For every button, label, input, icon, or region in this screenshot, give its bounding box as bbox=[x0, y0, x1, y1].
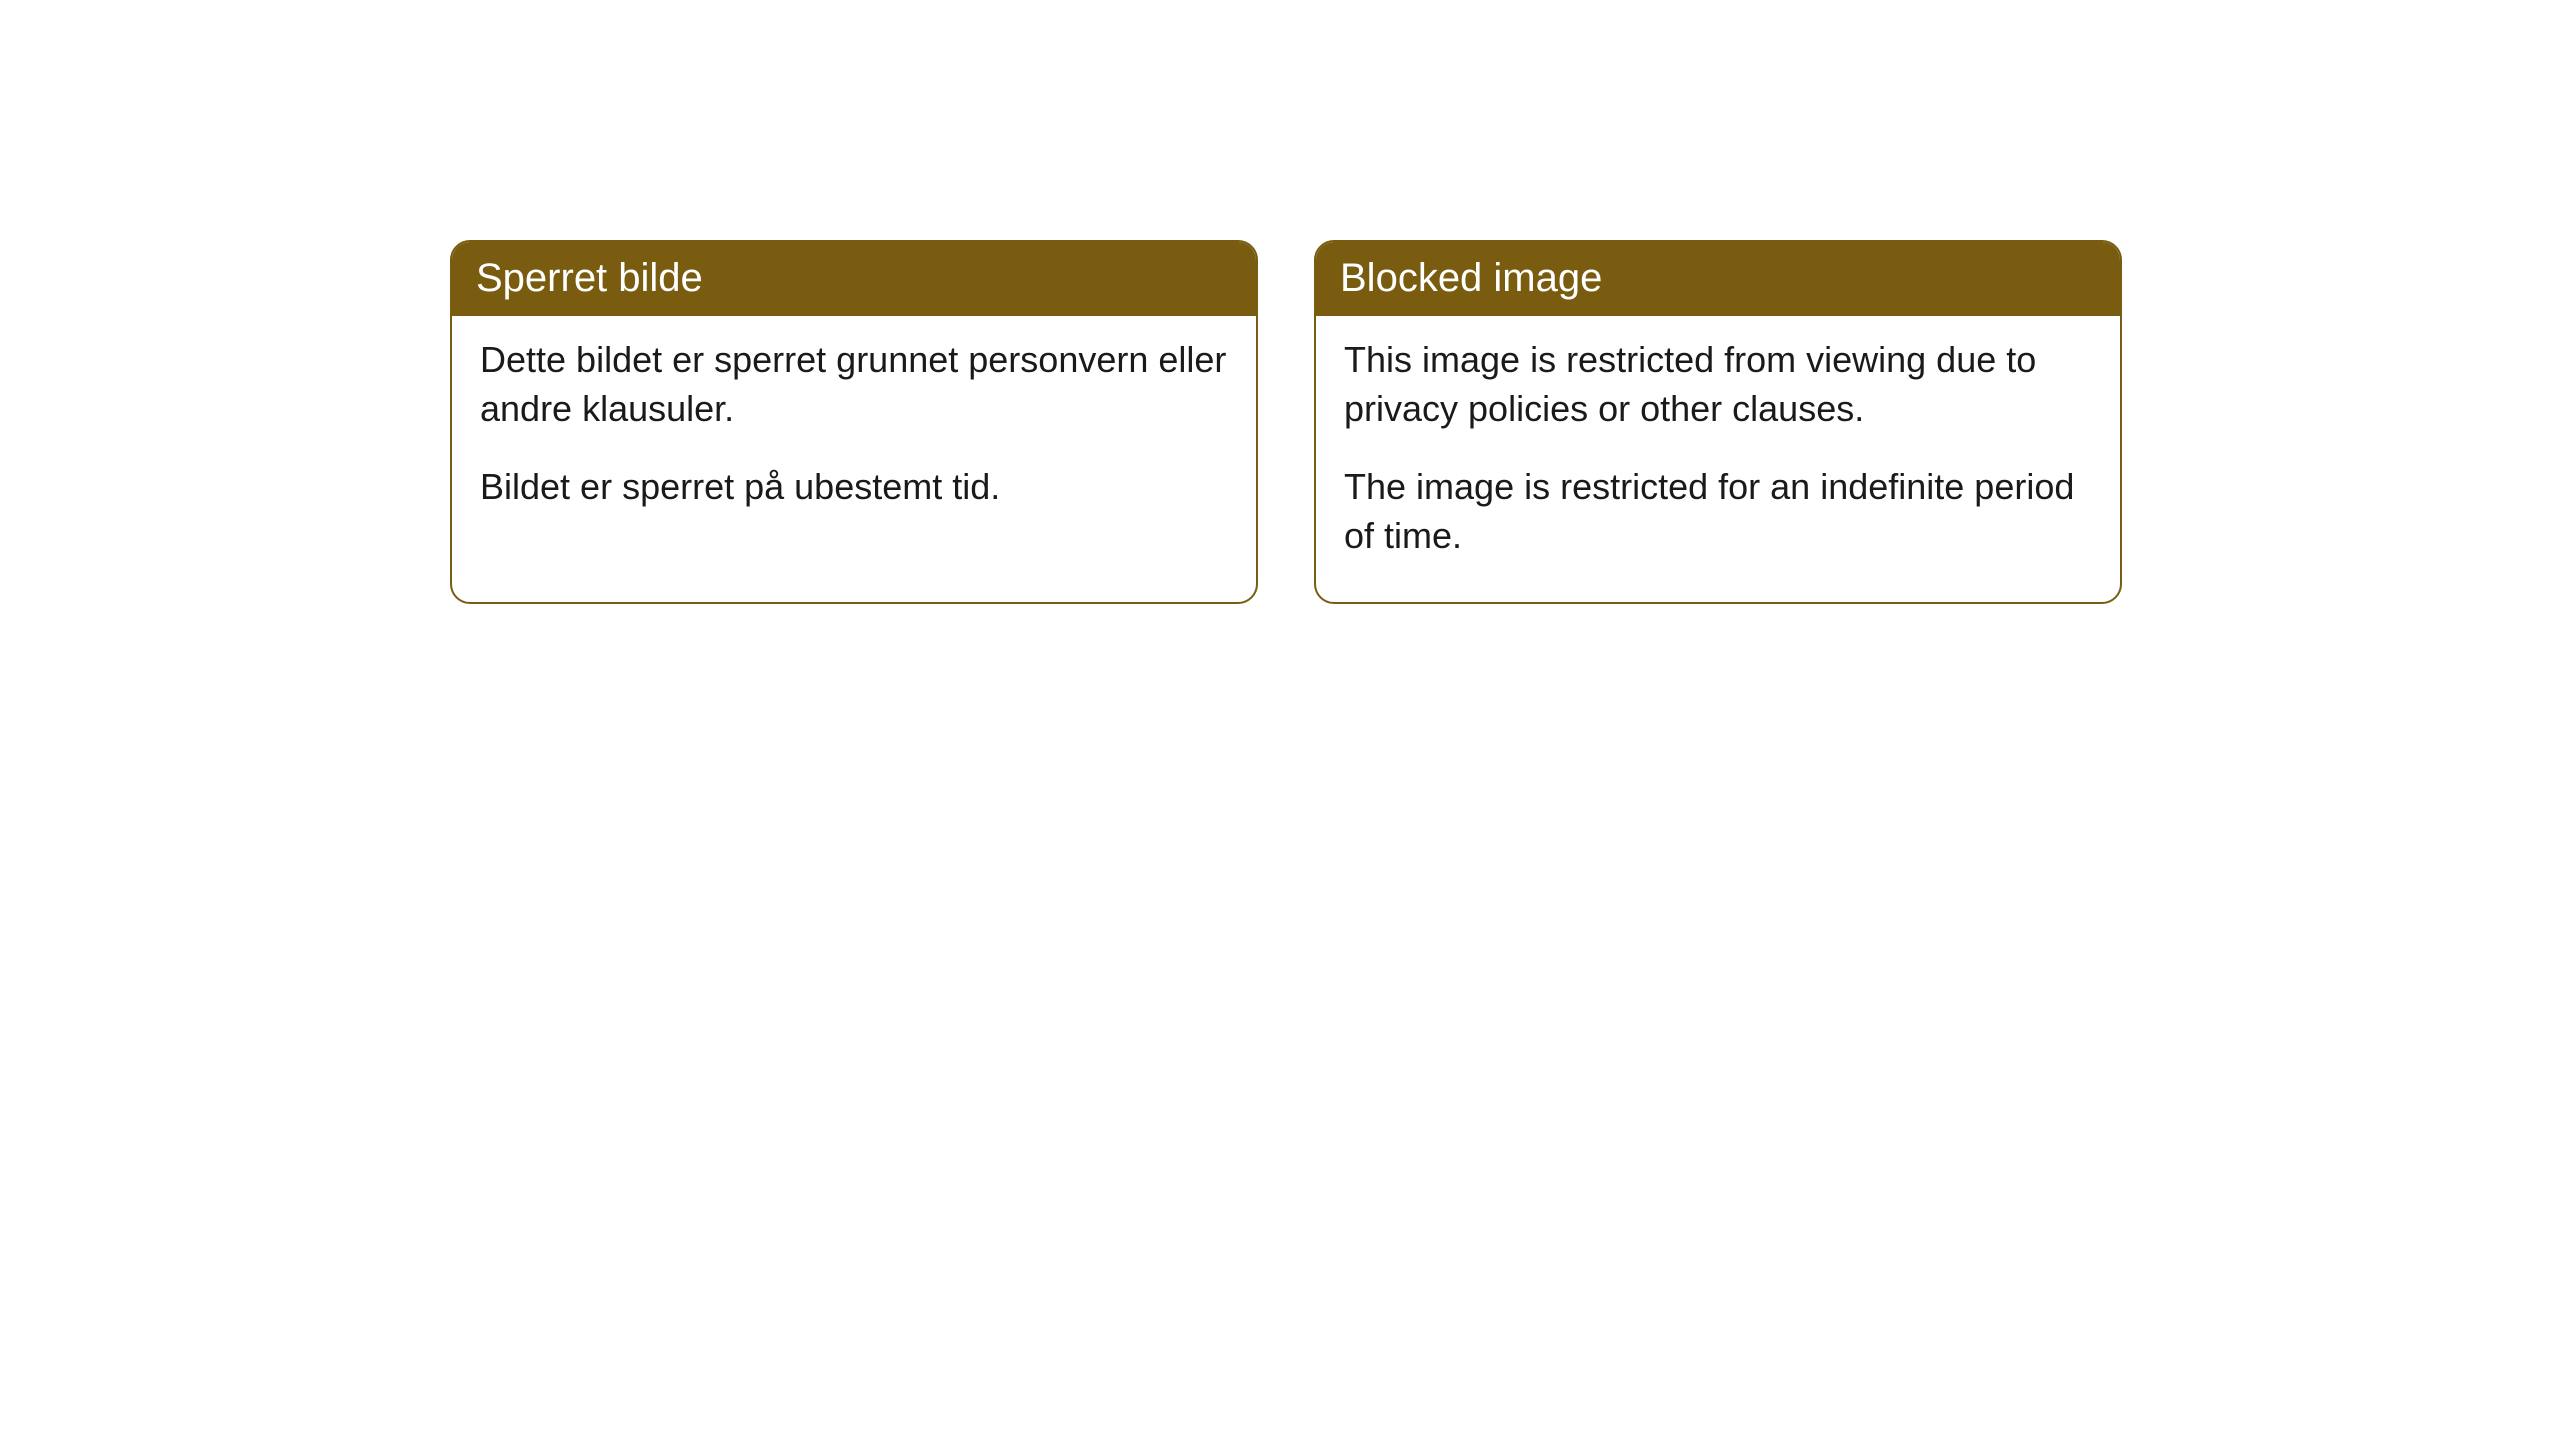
card-paragraph-1: This image is restricted from viewing du… bbox=[1344, 336, 2092, 433]
card-body-norwegian: Dette bildet er sperret grunnet personve… bbox=[452, 316, 1256, 554]
card-header-english: Blocked image bbox=[1316, 242, 2120, 316]
card-paragraph-1: Dette bildet er sperret grunnet personve… bbox=[480, 336, 1228, 433]
notice-cards-container: Sperret bilde Dette bildet er sperret gr… bbox=[0, 0, 2560, 604]
card-body-english: This image is restricted from viewing du… bbox=[1316, 316, 2120, 602]
card-header-norwegian: Sperret bilde bbox=[452, 242, 1256, 316]
blocked-image-card-english: Blocked image This image is restricted f… bbox=[1314, 240, 2122, 604]
card-paragraph-2: The image is restricted for an indefinit… bbox=[1344, 463, 2092, 560]
blocked-image-card-norwegian: Sperret bilde Dette bildet er sperret gr… bbox=[450, 240, 1258, 604]
card-paragraph-2: Bildet er sperret på ubestemt tid. bbox=[480, 463, 1228, 512]
